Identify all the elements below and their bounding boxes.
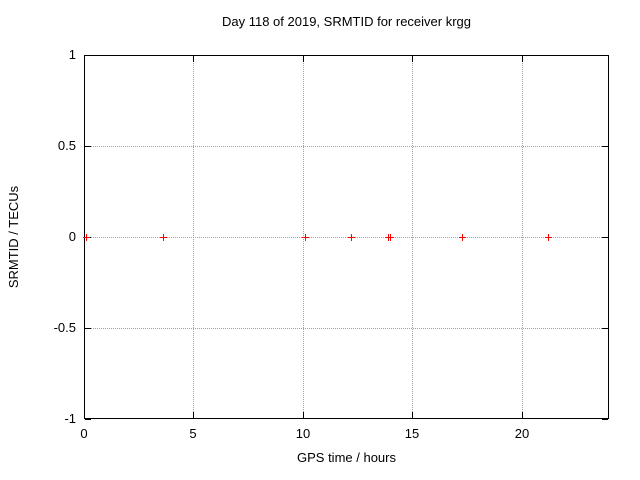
y-tick-mark-right xyxy=(602,419,608,420)
x-tick-mark xyxy=(193,412,194,418)
x-tick-label: 15 xyxy=(404,426,420,441)
y-tick-mark xyxy=(85,146,91,147)
horizontal-gridline xyxy=(85,146,608,147)
x-tick-label: 10 xyxy=(295,426,311,441)
x-tick-mark xyxy=(522,412,523,418)
y-tick-mark-right xyxy=(602,146,608,147)
y-tick-label: 0.5 xyxy=(57,138,76,153)
x-tick-label: 20 xyxy=(514,426,530,441)
x-tick-mark-top xyxy=(193,56,194,62)
x-tick-mark-top xyxy=(412,56,413,62)
x-axis-label: GPS time / hours xyxy=(297,450,396,465)
x-tick-label: 5 xyxy=(189,426,197,441)
horizontal-gridline xyxy=(85,328,608,329)
y-tick-label: -1 xyxy=(64,411,76,426)
y-tick-mark xyxy=(85,328,91,329)
x-tick-mark xyxy=(412,412,413,418)
data-point-marker xyxy=(163,234,164,241)
y-tick-label: 1 xyxy=(68,47,76,62)
y-tick-mark xyxy=(85,419,91,420)
x-tick-mark-top xyxy=(84,56,85,62)
data-point-marker xyxy=(86,234,87,241)
chart-title: Day 118 of 2019, SRMTID for receiver krg… xyxy=(221,14,472,29)
y-tick-mark-right xyxy=(602,328,608,329)
data-point-marker xyxy=(351,234,352,241)
data-point-marker xyxy=(390,234,391,241)
x-tick-mark-top xyxy=(522,56,523,62)
x-tick-mark xyxy=(84,412,85,418)
y-tick-mark-right xyxy=(602,55,608,56)
y-tick-label: 0 xyxy=(68,229,76,244)
x-tick-mark xyxy=(303,412,304,418)
data-point-marker xyxy=(462,234,463,241)
x-tick-label: 0 xyxy=(80,426,88,441)
data-point-marker xyxy=(305,234,306,241)
y-tick-mark xyxy=(85,55,91,56)
horizontal-gridline xyxy=(85,237,608,238)
y-tick-label: -0.5 xyxy=(53,320,76,335)
y-tick-mark-right xyxy=(602,237,608,238)
x-tick-mark-top xyxy=(303,56,304,62)
data-point-marker xyxy=(548,234,549,241)
